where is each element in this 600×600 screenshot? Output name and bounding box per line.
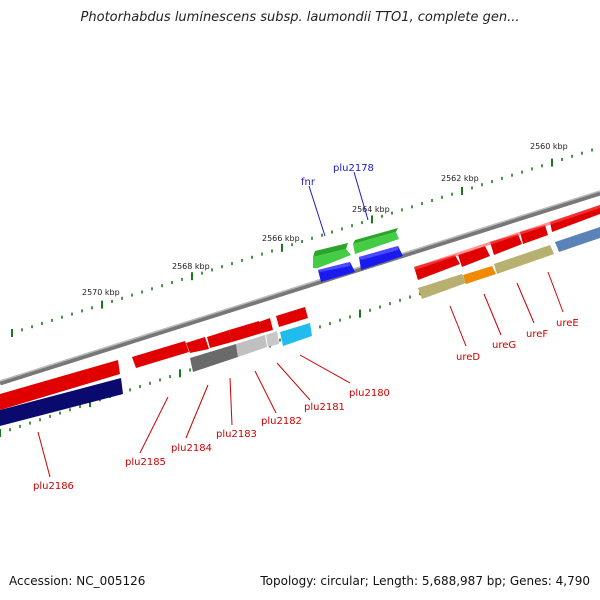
gene-plu2178-upper[interactable] [353, 228, 398, 244]
genome-backbone [0, 190, 600, 386]
gene-ure-red-4[interactable] [520, 225, 548, 244]
gene-label-ureF[interactable]: ureF [526, 329, 548, 340]
gene-label-plu2182[interactable]: plu2182 [261, 416, 302, 427]
gene-plu2184-upper[interactable] [186, 337, 209, 353]
gene-ure-red-top [414, 205, 600, 270]
scale-label-2566: 2566 kbp [262, 234, 300, 243]
gene-fnr-lower-top[interactable] [318, 262, 350, 272]
gene-label-plu2178[interactable]: plu2178 [333, 163, 374, 174]
gene-fnr-lower[interactable] [318, 262, 355, 282]
gene-label-plu2180[interactable]: plu2180 [349, 388, 390, 399]
gene-ureD[interactable] [418, 274, 466, 299]
gene-ureG[interactable] [463, 266, 496, 284]
gene-plu2186-red[interactable] [0, 360, 120, 410]
gene-label-ureD[interactable]: ureD [456, 352, 480, 363]
gene-ure-red-3[interactable] [490, 234, 522, 255]
scale-label-2568: 2568 kbp [172, 262, 210, 271]
gene-label-plu2186[interactable]: plu2186 [33, 481, 74, 492]
gene-plu2181-upper[interactable] [259, 318, 273, 333]
gene-plu2183-upper[interactable] [207, 330, 232, 348]
gene-plu2186-navy[interactable] [0, 378, 123, 426]
label-leader-lines [37, 171, 564, 478]
gene-ureF[interactable] [494, 245, 554, 274]
scale-label-2570: 2570 kbp [82, 288, 120, 297]
gene-label-ureE[interactable]: ureE [556, 318, 579, 329]
gene-plu2184-grey[interactable] [190, 344, 238, 372]
scale-label-2564: 2564 kbp [352, 205, 390, 214]
gene-fnr-upper[interactable] [313, 243, 348, 257]
gene-plu2182-upper[interactable] [229, 321, 262, 342]
genome-backbone-highlight [0, 190, 600, 382]
gene-plu2181-cyan[interactable] [280, 323, 312, 346]
gene-plu2178-lower[interactable] [359, 246, 403, 270]
gene-label-plu2181[interactable]: plu2181 [304, 402, 345, 413]
genome-title: Photorhabdus luminescens subsp. laumondi… [80, 10, 520, 25]
gene-plu2183-grey[interactable] [236, 335, 267, 357]
gene-plu2180-upper[interactable] [276, 307, 308, 327]
gene-plu2178-lower-top[interactable] [359, 246, 398, 260]
scale-label-2562: 2562 kbp [441, 174, 479, 183]
gene-ureE[interactable] [555, 227, 600, 252]
gene-plu2185[interactable] [132, 341, 189, 368]
scale-ticks-upper [11, 148, 593, 337]
gene-label-fnr[interactable]: fnr [301, 177, 316, 188]
gene-label-plu2185[interactable]: plu2185 [125, 457, 166, 468]
gene-ure-red-1[interactable] [414, 255, 460, 280]
gene-fnr-upper-face[interactable] [313, 249, 351, 268]
accession-text: Accession: NC_005126 [9, 574, 146, 588]
gene-label-plu2183[interactable]: plu2183 [216, 429, 257, 440]
gene-label-ureG[interactable]: ureG [492, 340, 516, 351]
gene-plu2182-grey[interactable] [266, 331, 279, 347]
gene-ure-red-2[interactable] [458, 246, 490, 267]
gene-label-plu2184[interactable]: plu2184 [171, 443, 212, 454]
gene-plu2178-upper-face[interactable] [353, 232, 399, 254]
scale-label-2560: 2560 kbp [530, 142, 568, 151]
genome-summary-text: Topology: circular; Length: 5,688,987 bp… [260, 574, 590, 588]
